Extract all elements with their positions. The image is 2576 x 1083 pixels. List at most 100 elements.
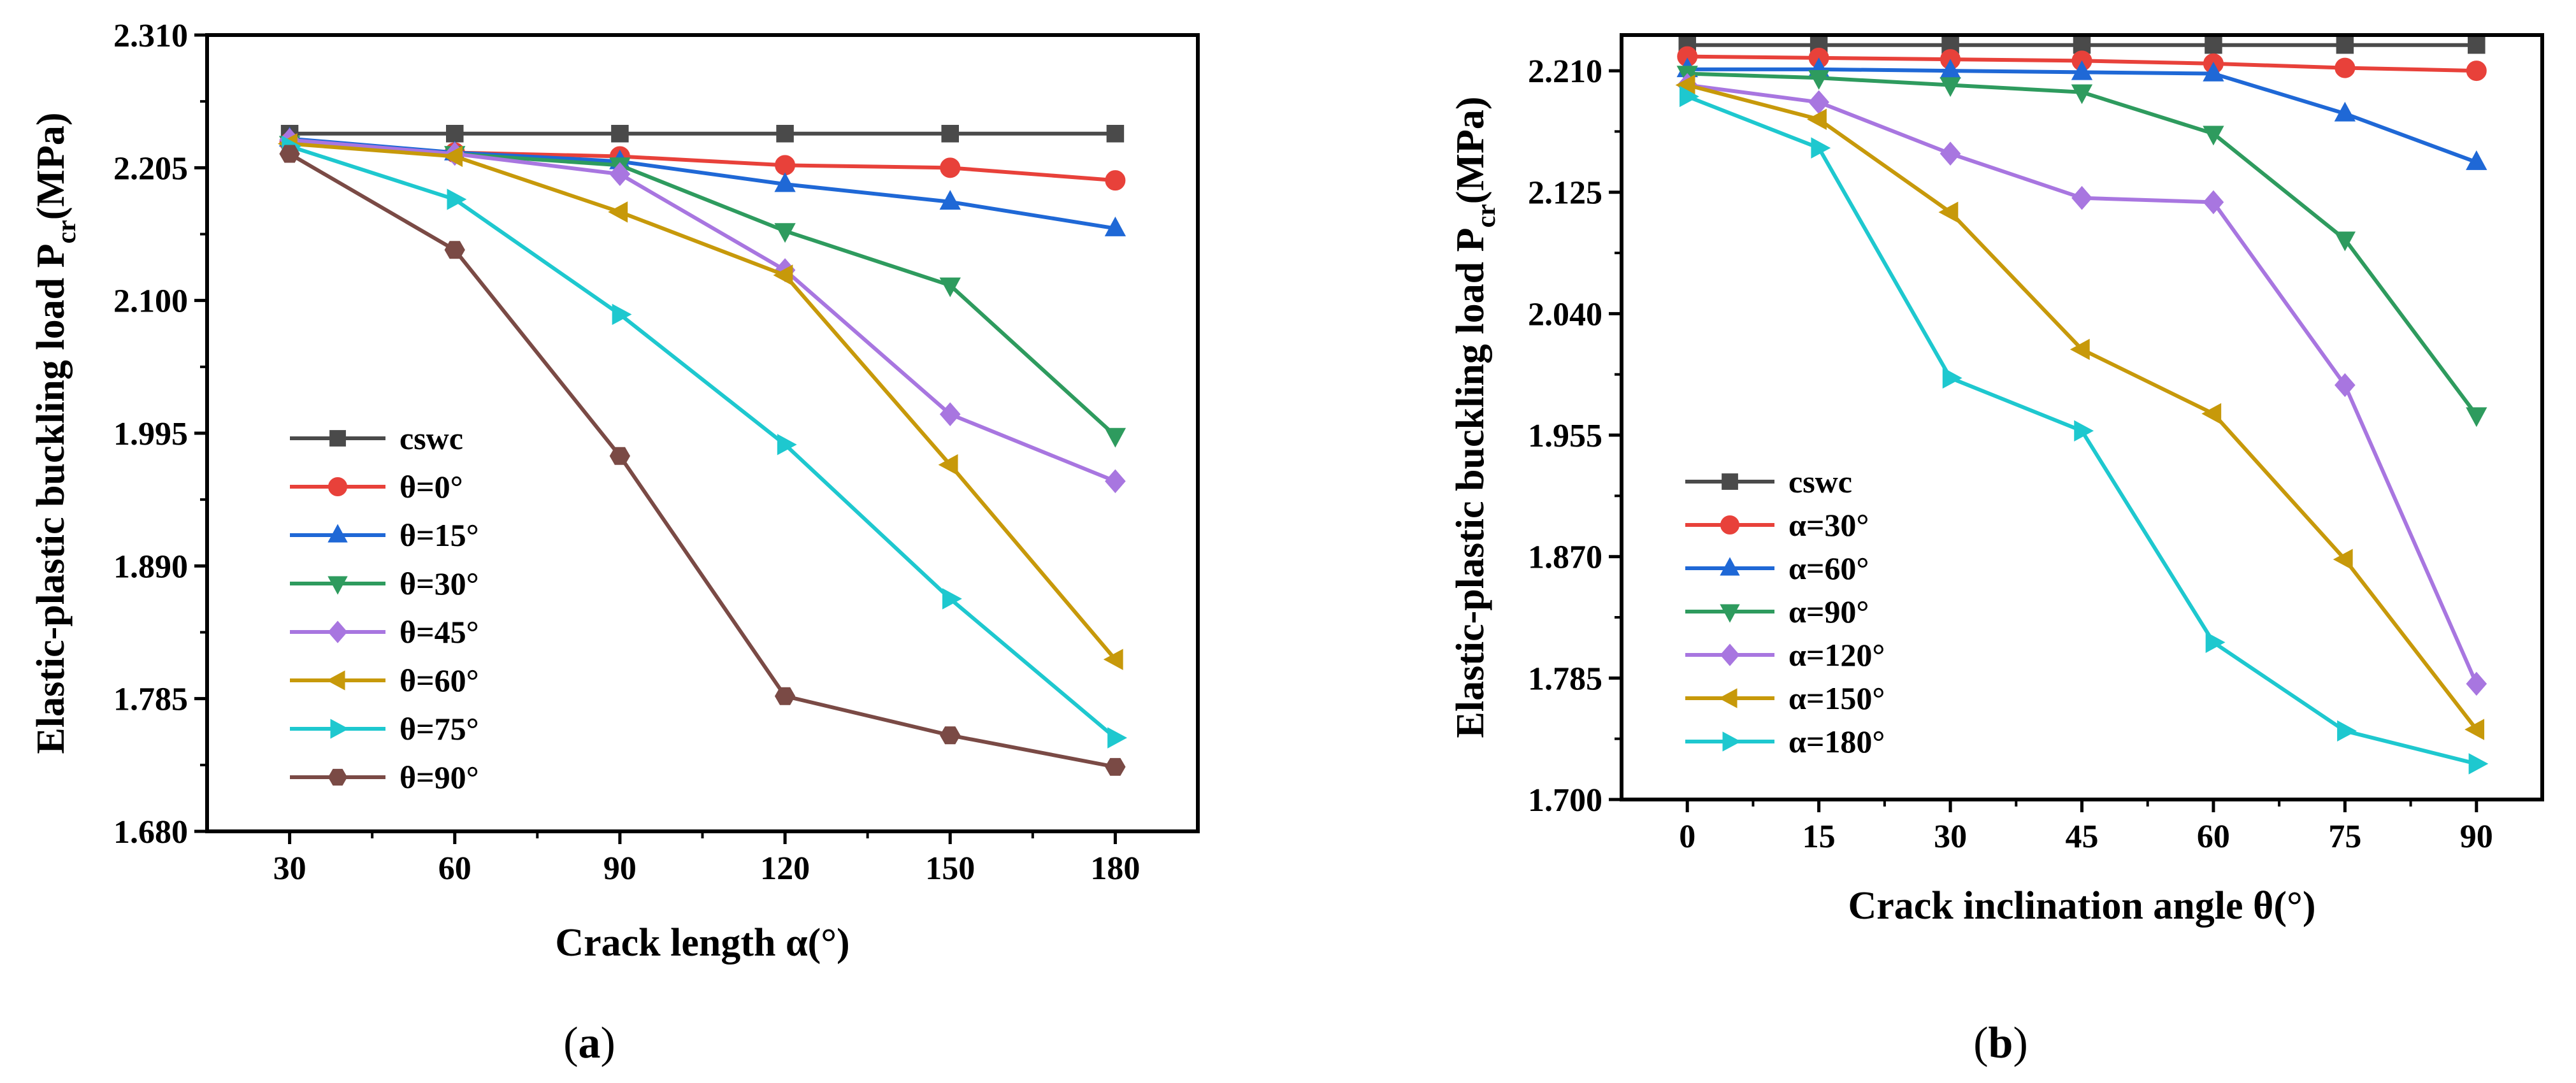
- series-alpha-90: [1676, 66, 2487, 427]
- data-point: [940, 726, 961, 745]
- y-tick-label: 2.100: [113, 283, 188, 320]
- legend-label: α=120°: [1788, 637, 1885, 673]
- data-point: [1105, 469, 1126, 494]
- legend-swatch-marker: [1720, 557, 1740, 576]
- data-point: [608, 201, 628, 223]
- y-axis-title: Elastic-plastic buckling load Pcr(MPa): [29, 113, 82, 754]
- series-theta-15: [278, 127, 1126, 236]
- data-point: [1106, 125, 1125, 143]
- legend-swatch-marker: [1722, 731, 1741, 752]
- panel-label-open: (: [563, 1019, 578, 1068]
- legend-item-theta-90: θ=90°: [290, 759, 479, 795]
- data-point: [1811, 137, 1831, 159]
- data-point: [2466, 407, 2487, 427]
- data-point: [2071, 185, 2092, 210]
- legend-label: θ=0°: [399, 469, 463, 505]
- x-tick-label: 75: [2328, 819, 2361, 855]
- plot-frame: [205, 33, 1200, 833]
- data-point: [2334, 231, 2356, 252]
- y-tick-label: 2.205: [113, 150, 188, 187]
- data-point: [1103, 649, 1123, 670]
- data-point: [2335, 373, 2356, 398]
- data-point: [939, 402, 961, 427]
- chart-panel-a: 30 60 90 120 150 180 1.680 1.785 1.890 1.995 2.100…: [29, 18, 1200, 1068]
- y-axis-title-subscript: cr: [1472, 204, 1501, 227]
- legend-item-alpha-60: α=60°: [1685, 550, 1869, 586]
- series-theta-0: [279, 132, 1126, 191]
- legend-label: α=90°: [1788, 594, 1869, 629]
- legend-item-cswc: cswc: [290, 420, 463, 456]
- x-tick-label: 30: [1934, 819, 1967, 855]
- legend-label: θ=60°: [399, 663, 479, 698]
- data-point: [1107, 727, 1128, 749]
- panel-label-letter: a: [579, 1019, 601, 1068]
- legend-swatch-marker: [1720, 515, 1739, 534]
- axis-ticks: 30 60 90 120 150 180 1.680 1.785 1.890 1.995 2.100…: [113, 18, 1140, 887]
- series-line: [289, 141, 1117, 661]
- series-cswc: [280, 125, 1125, 143]
- data-point: [2464, 719, 2485, 740]
- data-point: [1807, 108, 1827, 131]
- legend-item-alpha-120: α=120°: [1685, 637, 1885, 673]
- y-axis-title-unit: (MPa): [29, 113, 73, 220]
- data-point: [775, 155, 796, 176]
- data-point: [774, 172, 796, 192]
- series-alpha-120: [1676, 73, 2487, 696]
- data-point: [941, 125, 959, 143]
- data-point: [446, 125, 464, 143]
- data-point: [1679, 85, 1699, 108]
- data-point: [1939, 77, 1961, 97]
- x-tick-label: 150: [925, 850, 975, 887]
- y-tick-label: 1.785: [1528, 661, 1602, 697]
- data-point: [2466, 61, 2487, 82]
- x-axis-title: Crack inclination angle θ(°): [1848, 884, 2316, 928]
- legend-label: α=150°: [1788, 680, 1885, 716]
- panel-label-letter: b: [1989, 1019, 2013, 1068]
- y-tick-label: 1.680: [113, 814, 188, 850]
- panel-label-close: ): [2013, 1019, 2027, 1068]
- legend-swatch-marker: [329, 430, 346, 447]
- legend-swatch-marker: [1722, 473, 1738, 490]
- legend-item-alpha-90: α=90°: [1685, 594, 1869, 629]
- series-group: [277, 125, 1128, 776]
- legend-item-alpha-150: α=150°: [1685, 680, 1885, 716]
- data-point: [2071, 84, 2093, 104]
- data-point: [609, 162, 631, 187]
- x-tick-label: 45: [2066, 819, 2099, 855]
- panel-label: (b): [1973, 1019, 2028, 1068]
- x-tick-label: 60: [438, 850, 471, 887]
- data-point: [443, 145, 463, 168]
- y-axis-title-main: Elastic-plastic buckling load P: [1449, 228, 1492, 738]
- y-tick-label: 2.210: [1528, 54, 1602, 90]
- series-line: [289, 138, 1116, 484]
- plot-frame: [1620, 33, 2544, 801]
- legend-swatch-marker: [327, 524, 348, 543]
- legend-label: θ=45°: [399, 614, 479, 650]
- panel-label: (a): [563, 1019, 615, 1068]
- legend-label: α=60°: [1788, 550, 1869, 586]
- y-tick-label: 2.040: [1528, 296, 1602, 333]
- legend-item-theta-75: θ=75°: [290, 711, 479, 747]
- data-point: [2468, 36, 2486, 54]
- y-tick-label: 1.870: [1528, 540, 1602, 576]
- data-point: [1942, 367, 1962, 389]
- legend-swatch-marker: [1720, 604, 1740, 623]
- legend: cswc α=30° α=60° α=90° α=120° α=150° α=180°: [1685, 464, 1885, 759]
- x-axis-title: Crack length α(°): [555, 921, 849, 965]
- legend-label: α=180°: [1788, 724, 1885, 759]
- data-point: [2203, 126, 2224, 146]
- y-tick-label: 1.995: [113, 416, 188, 452]
- legend-swatch-marker: [330, 719, 349, 739]
- data-point: [942, 588, 962, 610]
- data-point: [1939, 141, 1961, 166]
- x-tick-label: 0: [1679, 819, 1695, 855]
- legend-label: α=30°: [1788, 507, 1869, 543]
- series-line: [289, 152, 1116, 769]
- data-point: [1808, 70, 1830, 90]
- data-point: [2203, 190, 2224, 215]
- panel-label-close: ): [601, 1019, 615, 1068]
- legend-swatch-marker: [328, 477, 347, 496]
- legend-swatch-marker: [1720, 643, 1740, 666]
- data-point: [447, 189, 467, 210]
- data-point: [2071, 60, 2093, 80]
